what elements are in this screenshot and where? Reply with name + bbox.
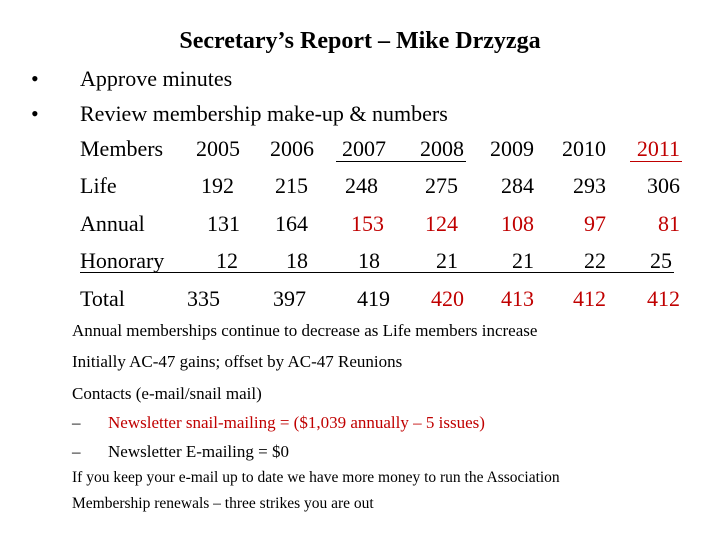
totals-rule [80,272,674,273]
table-cell: 306 [647,173,680,198]
year-header: 2006 [270,136,314,161]
table-cell: 284 [501,173,534,198]
table-cell: 25 [650,248,672,273]
year-header: 2007 [342,136,386,161]
year-header: 2011 [636,136,680,161]
table-cell: 412 [573,286,606,311]
table-cell: 413 [501,286,534,311]
table-cell: 248 [345,173,378,198]
bullet-glyph: • [31,101,39,126]
dash-glyph: – [72,442,81,461]
footer-note: If you keep your e-mail up to date we ha… [72,469,560,486]
year-header: 2005 [196,136,240,161]
table-cell: 275 [425,173,458,198]
table-cell: 97 [584,211,606,236]
bullet-text: Approve minutes [80,66,233,91]
table-cell: 215 [275,173,308,198]
sub-item-text: Newsletter snail-mailing = ($1,039 annua… [108,413,485,432]
table-cell: 81 [658,211,680,236]
table-cell: 412 [647,286,680,311]
table-header-label: Members [80,136,164,161]
page-title: Secretary’s Report – Mike Drzyzga [179,28,541,54]
row-label: Honorary [80,248,165,273]
note-line: Contacts (e-mail/snail mail) [72,384,262,403]
table-cell: 108 [501,211,534,236]
table-cell: 192 [201,173,234,198]
header-underline [336,161,466,162]
table-cell: 131 [207,211,240,236]
table-cell: 419 [357,286,390,311]
table-cell: 293 [573,173,606,198]
table-cell: 22 [584,248,606,273]
note-line: Initially AC-47 gains; offset by AC-47 R… [72,352,403,371]
table-cell: 420 [431,286,464,311]
dash-glyph: – [72,413,81,432]
table-cell: 21 [512,248,534,273]
table-cell: 12 [216,248,238,273]
sub-item-text: Newsletter E-mailing = $0 [108,442,289,461]
table-cell: 335 [187,286,220,311]
table-cell: 21 [436,248,458,273]
row-label: Total [80,286,125,311]
year-header: 2010 [562,136,606,161]
year-header: 2009 [490,136,534,161]
table-cell: 164 [275,211,308,236]
footer-note: Membership renewals – three strikes you … [72,495,374,512]
table-cell: 18 [358,248,380,273]
table-cell: 18 [286,248,308,273]
year-header: 2008 [420,136,464,161]
bullet-text: Review membership make-up & numbers [80,101,448,126]
note-line: Annual memberships continue to decrease … [72,321,538,340]
table-cell: 153 [351,211,384,236]
table-cell: 124 [425,211,458,236]
bullet-glyph: • [31,66,39,91]
table-cell: 397 [273,286,306,311]
row-label: Life [80,173,117,198]
row-label: Annual [80,211,145,236]
header-underline-red [630,161,682,162]
